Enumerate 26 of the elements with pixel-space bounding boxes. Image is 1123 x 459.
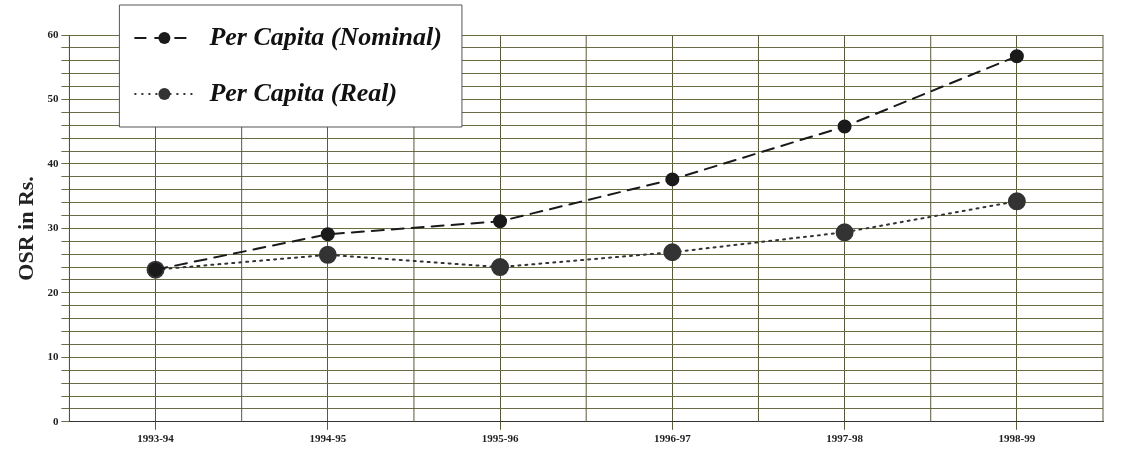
point (493, 214, 508, 229)
point (318, 245, 337, 264)
point (663, 243, 682, 262)
point (491, 258, 510, 277)
x-tick-label: 1994-95 (309, 432, 347, 445)
x-tick-label: 1993-94 (137, 432, 175, 445)
legend-label: Per Capita (Nominal) (208, 21, 442, 51)
point (1009, 49, 1024, 64)
point (835, 223, 854, 242)
x-tick-label: 1998-99 (998, 432, 1036, 445)
x-tick-label: 1996-97 (654, 432, 692, 445)
point (665, 172, 680, 187)
y-tick-label: 30 (47, 221, 59, 234)
x-tick-label: 1997-98 (826, 432, 864, 445)
y-tick-label: 10 (47, 350, 59, 363)
y-tick-label: 0 (52, 414, 59, 427)
x-tick-label: 1995-96 (481, 432, 519, 445)
point (320, 227, 335, 242)
y-tick-label: 60 (47, 27, 59, 40)
y-tick-label: 20 (47, 285, 59, 298)
point (1007, 192, 1026, 211)
y-tick-label: 40 (47, 156, 59, 169)
y-tick-label: 50 (47, 92, 59, 105)
point (837, 119, 852, 134)
y-axis-title: OSR in Rs. (12, 176, 38, 281)
legend-label: Per Capita (Real) (208, 77, 398, 107)
